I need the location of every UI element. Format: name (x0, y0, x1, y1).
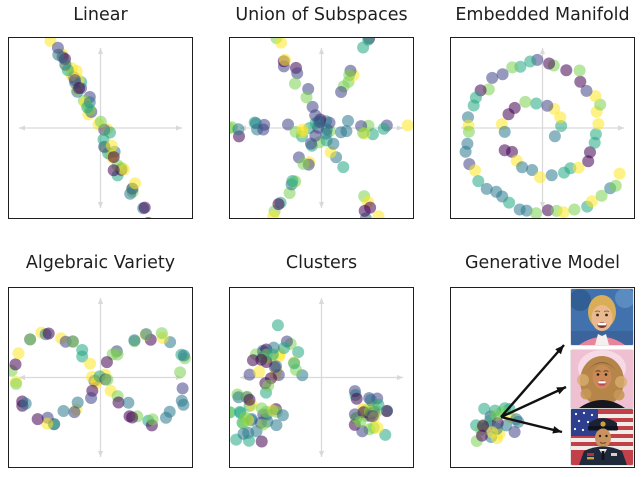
face-photo-3-graphic (571, 409, 633, 465)
plot-area (470, 344, 567, 447)
scatter-plot-algebraic-variety (9, 288, 192, 467)
panel-title-clusters: Clusters (285, 253, 358, 273)
generated-face-photo-1 (571, 289, 633, 345)
plot-area (230, 38, 413, 218)
face-photo-2-graphic (571, 350, 633, 408)
panel-generative-model (450, 287, 635, 468)
panel-union-of-subspaces (229, 37, 414, 219)
scatter-plot-generative-model (451, 288, 634, 467)
plot-area (230, 298, 403, 457)
generated-face-photo-2 (571, 350, 633, 408)
panel-title-linear: Linear (73, 5, 128, 25)
panel-title-embedded-manifold: Embedded Manifold (455, 5, 630, 25)
panel-embedded-manifold (450, 37, 635, 219)
plot-area (459, 48, 626, 218)
panel-title-union-of-subspaces: Union of Subspaces (235, 5, 408, 25)
panel-clusters (229, 287, 414, 468)
panel-linear (8, 37, 193, 219)
panel-title-algebraic-variety: Algebraic Variety (25, 253, 176, 273)
generated-face-photo-3 (571, 409, 633, 465)
scatter-plot-linear (9, 38, 192, 218)
scatter-plot-embedded-manifold (451, 38, 634, 218)
plot-area (9, 298, 191, 457)
panel-title-generative-model: Generative Model (464, 253, 621, 273)
face-photo-1-graphic (571, 289, 633, 345)
scatter-plot-union-of-subspaces (230, 38, 413, 218)
panel-algebraic-variety (8, 287, 193, 468)
plot-area (19, 38, 182, 218)
scatter-plot-clusters (230, 288, 413, 467)
